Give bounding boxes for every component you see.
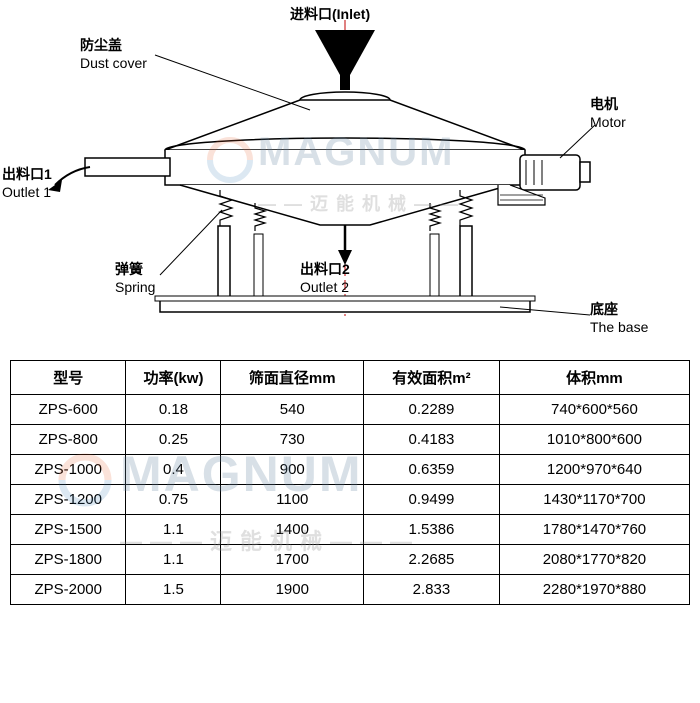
table-cell: 900 (221, 455, 364, 485)
table-cell: ZPS-1200 (11, 485, 126, 515)
label-inlet: 进料口(Inlet) (290, 5, 370, 23)
table-cell: ZPS-600 (11, 395, 126, 425)
table-row: ZPS-8000.257300.41831010*800*600 (11, 425, 690, 455)
table-cell: 540 (221, 395, 364, 425)
table-cell: 0.25 (126, 425, 221, 455)
table-cell: ZPS-800 (11, 425, 126, 455)
table-cell: 1.1 (126, 515, 221, 545)
table-body: ZPS-6000.185400.2289740*600*560ZPS-8000.… (11, 395, 690, 605)
label-outlet2: 出料口2 Outlet 2 (300, 260, 350, 296)
table-header-cell: 功率(kw) (126, 361, 221, 395)
table-cell: 1780*1470*760 (499, 515, 689, 545)
table-header-cell: 筛面直径mm (221, 361, 364, 395)
table-cell: 0.2289 (364, 395, 500, 425)
table-cell: ZPS-1500 (11, 515, 126, 545)
table-row: ZPS-10000.49000.63591200*970*640 (11, 455, 690, 485)
table-cell: 730 (221, 425, 364, 455)
table-cell: 1700 (221, 545, 364, 575)
table-cell: ZPS-2000 (11, 575, 126, 605)
table-cell: 1400 (221, 515, 364, 545)
table-cell: 740*600*560 (499, 395, 689, 425)
label-dust-cover: 防尘盖 Dust cover (80, 36, 147, 72)
table-cell: 2280*1970*880 (499, 575, 689, 605)
table-cell: 0.6359 (364, 455, 500, 485)
label-spring: 弹簧 Spring (115, 260, 155, 296)
label-base: 底座 The base (590, 300, 648, 336)
spec-table: 型号功率(kw)筛面直径mm有效面积m²体积mm ZPS-6000.185400… (10, 360, 690, 605)
table-row: ZPS-12000.7511000.94991430*1170*700 (11, 485, 690, 515)
table-cell: 1100 (221, 485, 364, 515)
table-cell: ZPS-1800 (11, 545, 126, 575)
label-outlet1: 出料口1 Outlet 1 (2, 165, 52, 201)
table-cell: 0.4 (126, 455, 221, 485)
table-cell: 1010*800*600 (499, 425, 689, 455)
table-cell: 0.18 (126, 395, 221, 425)
table-cell: 0.75 (126, 485, 221, 515)
table-cell: 1430*1170*700 (499, 485, 689, 515)
machine-diagram: 进料口(Inlet) 防尘盖 Dust cover 电机 Motor 出料口1 … (0, 0, 700, 350)
table-cell: 2.833 (364, 575, 500, 605)
table-header-cell: 型号 (11, 361, 126, 395)
label-motor: 电机 Motor (590, 95, 626, 131)
table-row: ZPS-15001.114001.53861780*1470*760 (11, 515, 690, 545)
table-header-cell: 体积mm (499, 361, 689, 395)
table-row: ZPS-18001.117002.26852080*1770*820 (11, 545, 690, 575)
table-cell: 2080*1770*820 (499, 545, 689, 575)
table-cell: 0.9499 (364, 485, 500, 515)
table-cell: 1900 (221, 575, 364, 605)
table-cell: 1200*970*640 (499, 455, 689, 485)
table-cell: 1.1 (126, 545, 221, 575)
spec-table-container: 型号功率(kw)筛面直径mm有效面积m²体积mm ZPS-6000.185400… (10, 360, 690, 605)
table-header-cell: 有效面积m² (364, 361, 500, 395)
table-header-row: 型号功率(kw)筛面直径mm有效面积m²体积mm (11, 361, 690, 395)
table-cell: 1.5386 (364, 515, 500, 545)
table-row: ZPS-20001.519002.8332280*1970*880 (11, 575, 690, 605)
table-cell: 2.2685 (364, 545, 500, 575)
table-row: ZPS-6000.185400.2289740*600*560 (11, 395, 690, 425)
table-cell: 1.5 (126, 575, 221, 605)
table-cell: 0.4183 (364, 425, 500, 455)
table-cell: ZPS-1000 (11, 455, 126, 485)
